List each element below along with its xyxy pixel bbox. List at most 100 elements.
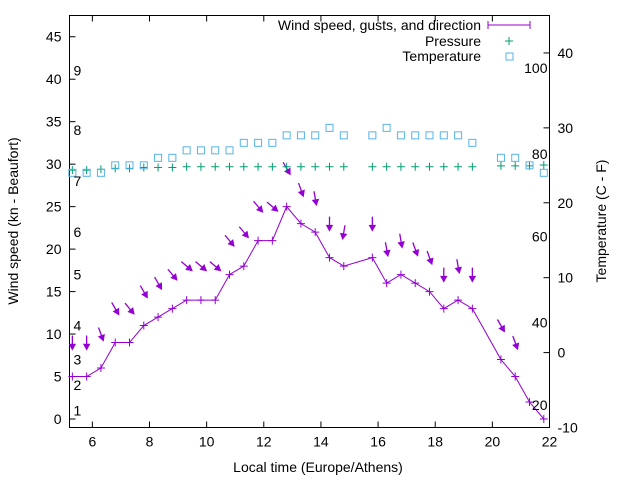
wind-speed-point	[439, 304, 448, 313]
wind-speed-point	[511, 372, 520, 381]
fahrenheit-label: 60	[532, 228, 548, 244]
pressure-point	[182, 162, 191, 171]
gust-arrow	[468, 267, 477, 283]
temperature-point	[125, 161, 134, 170]
temperature-point	[225, 146, 234, 155]
temperature-point	[511, 153, 520, 162]
gust-arrow-head	[241, 230, 249, 239]
gust-arrow-head	[227, 239, 235, 247]
legend-pressure-marker	[505, 37, 513, 45]
x-tick-label: 14	[313, 434, 329, 450]
temperature-point	[168, 153, 177, 162]
pressure-point	[496, 161, 505, 170]
gust-arrow-head	[397, 241, 405, 249]
wind-speed-point	[339, 262, 348, 271]
temperature-point	[496, 153, 505, 162]
pressure-point	[368, 162, 377, 171]
beaufort-label: 5	[74, 267, 82, 283]
temperature-point	[182, 146, 191, 155]
x-tick-label: 8	[146, 434, 154, 450]
wind-speed-point	[325, 253, 334, 262]
pressure-point	[311, 162, 320, 171]
gust-arrow	[454, 259, 462, 275]
pressure-point	[439, 162, 448, 171]
gust-arrow	[412, 242, 420, 257]
temperature-point	[311, 131, 320, 140]
beaufort-label: 7	[74, 173, 82, 189]
wind-speed-point	[368, 253, 377, 262]
gust-arrow	[512, 335, 520, 351]
temperature-point	[139, 161, 148, 170]
gust-arrow-head	[97, 333, 105, 342]
gust-arrow-head	[325, 224, 334, 232]
temperature-point	[368, 131, 377, 140]
x-tick-label: 22	[542, 434, 558, 450]
y2-tick-label: 40	[558, 45, 574, 61]
x-tick-label: 16	[370, 434, 386, 450]
pressure-point	[168, 163, 177, 172]
y-axis-label: Wind speed (kn - Beaufort)	[5, 137, 21, 304]
gust-arrow-head	[383, 249, 391, 258]
gust-arrow-head	[454, 266, 462, 275]
wind-speed-point	[254, 236, 263, 245]
gust-arrow	[339, 225, 348, 241]
wind-speed-point	[211, 296, 220, 305]
gust-arrow-head	[155, 282, 163, 291]
legend-temperature-marker	[505, 52, 514, 61]
temperature-series	[68, 123, 548, 177]
wind-speed-point	[296, 219, 305, 228]
temperature-point	[282, 131, 291, 140]
temperature-point	[468, 138, 477, 147]
gust-arrow	[124, 302, 135, 315]
temperature-point	[196, 146, 205, 155]
gust-arrow	[180, 261, 193, 272]
gust-arrow	[397, 233, 405, 249]
temperature-point	[68, 168, 77, 177]
wind-speed-series	[68, 202, 548, 424]
y2-tick-label: 20	[558, 195, 574, 211]
pressure-point	[539, 161, 548, 170]
temperature-point	[254, 138, 263, 147]
wind-speed-point	[454, 296, 463, 305]
y-tick-label: 30	[46, 156, 62, 172]
y-tick-label: 10	[46, 326, 62, 342]
temperature-point	[396, 131, 405, 140]
gust-arrow-head	[185, 264, 193, 272]
gust-arrow	[209, 261, 222, 272]
wind-speed-point	[139, 321, 148, 330]
pressure-point	[468, 162, 477, 171]
wind-speed-point	[411, 279, 420, 288]
pressure-point	[154, 163, 163, 172]
axis-ticks	[69, 15, 550, 428]
x-tick-label: 6	[88, 434, 96, 450]
wind-speed-point	[168, 304, 177, 313]
wind-speed-point	[82, 372, 91, 381]
gust-arrow-head	[284, 167, 291, 176]
gust-arrow-head	[170, 273, 178, 281]
legend-temperature-label: Temperature	[402, 48, 481, 64]
gust-arrow-head	[213, 264, 222, 272]
beaufort-label: 9	[74, 63, 82, 79]
pressure-point	[268, 162, 277, 171]
temperature-point	[96, 168, 105, 177]
gust-arrow	[154, 276, 163, 291]
beaufort-label: 3	[74, 352, 82, 368]
wind-speed-point	[396, 270, 405, 279]
gust-arrow	[496, 319, 505, 333]
y-tick-label: 45	[46, 29, 62, 45]
gust-arrow-head	[199, 264, 208, 272]
axis-labels: 6 8 10 12 14 16 18 20 22051015202530354045-10010…	[46, 29, 578, 450]
y-tick-label: 25	[46, 199, 62, 215]
y-tick-label: 35	[46, 114, 62, 130]
gust-arrow-head	[127, 307, 135, 315]
temperature-point	[539, 168, 548, 177]
x-tick-label: 20	[485, 434, 501, 450]
gust-arrow-head	[339, 232, 348, 241]
temperature-point	[425, 131, 434, 140]
gust-arrow-head	[297, 189, 305, 198]
gust-arrow-head	[112, 307, 120, 316]
y2-tick-label: 30	[558, 120, 574, 136]
gust-arrow-head	[468, 275, 477, 283]
temperature-point	[268, 138, 277, 147]
